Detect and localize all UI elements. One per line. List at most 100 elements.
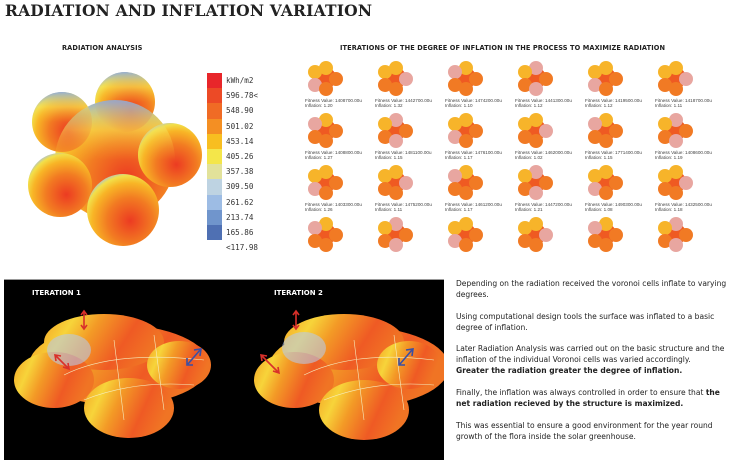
fitness-value: Fitness Value: 1403300.00u <box>305 202 362 207</box>
iteration-2-label: ITERATION 2 <box>274 289 323 297</box>
iteration-2-render <box>254 309 444 440</box>
iteration-thumbnail <box>378 113 413 148</box>
iteration-thumbnail <box>378 61 413 96</box>
iteration-render-panel: ITERATION 1 ITERATION 2 <box>4 279 444 460</box>
description-p3: Later Radiation Analysis was carried out… <box>456 344 725 365</box>
legend-label: 453.14 <box>226 136 254 146</box>
legend-swatch <box>207 194 222 210</box>
legend-swatch <box>207 88 222 104</box>
legend-label: 548.90 <box>226 106 254 116</box>
legend-label: 309.50 <box>226 182 254 192</box>
iteration-renders <box>14 309 444 440</box>
fitness-value: Fitness Value: 1771400.00u <box>585 150 642 155</box>
iteration-cell <box>513 216 585 272</box>
iteration-cell <box>443 216 515 272</box>
iteration-cell: Fitness Value: 1461200.00u Inflation: 1.1… <box>443 164 515 220</box>
iteration-caption: Fitness Value: 1442700.00u Inflation: 1.3… <box>375 98 432 109</box>
inflation-value: Inflation: 1.12 <box>585 103 613 109</box>
iteration-thumbnail <box>378 165 413 200</box>
iteration-thumbnail <box>448 113 483 148</box>
iteration-thumbnail <box>308 113 343 148</box>
legend-swatch <box>207 73 222 89</box>
legend-label: 261.62 <box>226 197 254 207</box>
iteration-thumbnail <box>658 113 693 148</box>
inflation-value: Inflation: 1.02 <box>515 155 543 161</box>
legend-label: 405.26 <box>226 151 254 161</box>
iteration-caption: Fitness Value: 1771400.00u Inflation: 1.1… <box>585 150 642 161</box>
legend-swatch <box>207 118 222 134</box>
iteration-caption: Fitness Value: 1408700.00u Inflation: 1.2… <box>305 98 362 109</box>
iteration-cell <box>653 216 725 272</box>
iteration-cell: Fitness Value: 1408800.00u Inflation: 1.2… <box>303 112 375 168</box>
fitness-value: Fitness Value: 1441300.00u <box>515 98 572 103</box>
iteration-cell: Fitness Value: 1419500.00u Inflation: 1.1… <box>583 60 655 116</box>
description-p4-text: Finally, the inflation was always contro… <box>456 388 706 398</box>
iteration-cell: Fitness Value: 1771400.00u Inflation: 1.1… <box>583 112 655 168</box>
arrow-icon <box>398 348 414 366</box>
iteration-thumbnail <box>448 61 483 96</box>
iteration-thumbnail <box>518 217 553 252</box>
fitness-value: Fitness Value: 1432500.00u <box>655 202 712 207</box>
fitness-value: Fitness Value: 1476100.00u <box>445 150 502 155</box>
iteration-caption: Fitness Value: 1462000.00u Inflation: 1.0… <box>515 150 572 161</box>
legend-swatch <box>207 133 222 149</box>
iteration-caption: Fitness Value: 1461200.00u Inflation: 1.1… <box>445 202 502 213</box>
iteration-thumbnail <box>588 61 623 96</box>
radiation-legend <box>207 73 225 241</box>
radiation-blob <box>28 72 202 246</box>
arrow-icon <box>80 309 88 331</box>
iteration-cell <box>303 216 375 272</box>
iteration-caption: Fitness Value: 1441300.00u Inflation: 1.1… <box>515 98 572 109</box>
iteration-thumbnail <box>448 217 483 252</box>
iteration-caption: Fitness Value: 1475200.00u Inflation: 1.1… <box>375 202 432 213</box>
legend-swatch <box>207 148 222 165</box>
legend-label: 165.86 <box>226 227 254 237</box>
legend-label: 596.78< <box>226 91 259 101</box>
iteration-cell: Fitness Value: 1481100.00u Inflation: 1.1… <box>373 112 445 168</box>
iteration-thumbnail <box>518 165 553 200</box>
page-title: RADIATION AND INFLATION VARIATION <box>5 1 373 20</box>
description-p4: Finally, the inflation was always contro… <box>456 388 728 410</box>
iteration-thumbnail <box>308 165 343 200</box>
inflation-value: Inflation: 1.11 <box>375 207 403 213</box>
iteration-thumbnail <box>308 61 343 96</box>
iteration-thumbnail <box>588 113 623 148</box>
iteration-caption: Fitness Value: 1408600.00u Inflation: 1.1… <box>655 150 712 161</box>
iteration-caption: Fitness Value: 1490300.00u Inflation: 1.0… <box>585 202 642 213</box>
inflation-value: Inflation: 1.26 <box>305 207 333 213</box>
description-p2: Using computational design tools the sur… <box>456 311 715 332</box>
iteration-caption: Fitness Value: 1418700.00u Inflation: 1.1… <box>655 98 712 109</box>
iteration-cell <box>373 216 445 272</box>
inflation-value: Inflation: 1.21 <box>515 207 543 213</box>
inflation-value: Inflation: 1.17 <box>445 207 473 213</box>
arrow-icon <box>292 309 300 331</box>
inflation-value: Inflation: 1.15 <box>585 155 613 161</box>
iteration-cell: Fitness Value: 1476100.00u Inflation: 1.1… <box>443 112 515 168</box>
iteration-thumbnail <box>658 217 693 252</box>
iteration-caption: Fitness Value: 1447200.00u Inflation: 1.2… <box>515 202 572 213</box>
description-p3-bold: Greater the radiation greater the degree… <box>456 366 683 376</box>
iteration-cell: Fitness Value: 1408600.00u Inflation: 1.1… <box>653 112 725 168</box>
inflation-value: Inflation: 1.12 <box>515 103 543 109</box>
inflation-value: Inflation: 1.10 <box>445 103 473 109</box>
radiation-legend-labels: kWh/m2 596.78< 548.90 501.02 453.14 405.… <box>226 73 258 255</box>
iteration-cell: Fitness Value: 1432500.00u Inflation: 1.1… <box>653 164 725 220</box>
legend-swatch <box>207 224 222 241</box>
radiation-analysis-title: RADIATION ANALYSIS <box>62 44 143 52</box>
iteration-thumbnail <box>588 217 623 252</box>
fitness-value: Fitness Value: 1462000.00u <box>515 150 572 155</box>
fitness-value: Fitness Value: 1461200.00u <box>445 202 502 207</box>
iteration-thumbnail <box>448 165 483 200</box>
iteration-cell: Fitness Value: 1418700.00u Inflation: 1.1… <box>653 60 725 116</box>
fitness-value: Fitness Value: 1474200.00u <box>445 98 502 103</box>
iteration-cell: Fitness Value: 1447200.00u Inflation: 1.2… <box>513 164 585 220</box>
legend-swatch <box>207 103 222 119</box>
iteration-thumbnail <box>658 61 693 96</box>
inflation-value: Inflation: 1.15 <box>375 155 403 161</box>
iteration-caption: Fitness Value: 1408800.00u Inflation: 1.2… <box>305 150 362 161</box>
fitness-value: Fitness Value: 1490300.00u <box>585 202 642 207</box>
fitness-value: Fitness Value: 1481100.00u <box>375 150 432 155</box>
inflation-value: Inflation: 1.11 <box>655 103 683 109</box>
iterations-title: ITERATIONS OF THE DEGREE OF INFLATION IN… <box>340 44 666 52</box>
inflation-value: Inflation: 1.17 <box>445 155 473 161</box>
